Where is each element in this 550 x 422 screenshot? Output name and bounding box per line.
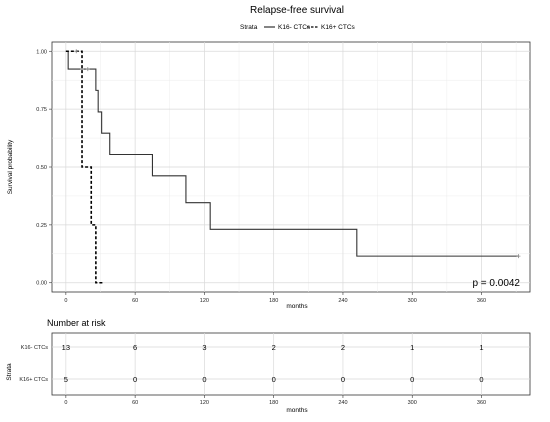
risk-cell-1-4: 0 [341, 375, 345, 384]
risk-table-ylabel: Strata [6, 363, 13, 381]
x-tick-label-1: 60 [132, 298, 138, 304]
y-tick-label-1: 0.25 [36, 223, 47, 229]
x-tick-label-4: 240 [338, 298, 347, 304]
risk-cell-0-1: 6 [133, 343, 137, 352]
x-tick-label-0: 0 [64, 298, 67, 304]
risk-row-label-0: K16- CTCs [21, 345, 48, 351]
risk-cell-1-0: 5 [64, 375, 68, 384]
legend: Strata K16- CTCs K16+ CTCs [240, 24, 356, 31]
risk-cell-0-3: 2 [272, 343, 276, 352]
x-axis-label: months [286, 303, 308, 310]
risk-table-panel [51, 332, 531, 396]
risk-x-tick-label-0: 0 [64, 400, 67, 406]
legend-title: Strata [240, 24, 258, 31]
legend-label-k16-neg: K16- CTCs [278, 24, 311, 31]
y-axis-label: Survival probability [7, 139, 14, 194]
plot-grid [52, 42, 530, 292]
risk-cell-1-6: 0 [479, 375, 483, 384]
risk-table-xlabel: months [286, 407, 308, 414]
p-value-annotation: p = 0.0042 [472, 278, 520, 289]
risk-x-tick-label-3: 180 [269, 400, 278, 406]
y-tick-label-3: 0.75 [36, 107, 47, 113]
risk-cell-1-1: 0 [133, 375, 137, 384]
risk-x-tick-label-5: 300 [408, 400, 417, 406]
y-tick-label-4: 1.00 [36, 49, 47, 55]
y-tick-label-0: 0.00 [36, 281, 47, 287]
x-tick-label-5: 300 [408, 298, 417, 304]
risk-cell-0-2: 3 [202, 343, 206, 352]
risk-cell-1-3: 0 [272, 375, 276, 384]
x-tick-label-3: 180 [269, 298, 278, 304]
risk-x-tick-label-1: 60 [132, 400, 138, 406]
risk-x-tick-label-6: 360 [477, 400, 486, 406]
x-tick-label-2: 120 [200, 298, 209, 304]
censor-mark-0-1 [85, 67, 90, 72]
risk-cell-0-0: 13 [62, 343, 70, 352]
risk-table-grid [52, 333, 530, 395]
risk-x-tick-label-2: 120 [200, 400, 209, 406]
y-tick-label-2: 0.50 [36, 165, 47, 171]
risk-cell-1-5: 0 [410, 375, 414, 384]
legend-item-k16-neg: K16- CTCs [264, 24, 311, 31]
censor-mark-1-0 [74, 49, 79, 54]
chart-title: Relapse-free survival [250, 5, 344, 16]
risk-cell-1-2: 0 [202, 375, 206, 384]
risk-table-cells: 13 6 3 2 2 1 1 5 0 0 0 0 0 0 [62, 343, 484, 384]
survival-curves [65, 49, 521, 284]
x-tick-label-6: 360 [477, 298, 486, 304]
censor-mark-0-2 [516, 254, 521, 259]
axis-ticks: 0 60 120 180 240 300 360 0.00 0.25 0.50 0.75 1.00 [36, 49, 486, 304]
risk-cell-0-6: 1 [479, 343, 483, 352]
legend-item-k16-pos: K16+ CTCs [307, 24, 356, 31]
risk-table-title: Number at risk [47, 318, 106, 328]
risk-cell-0-4: 2 [341, 343, 345, 352]
risk-cell-0-5: 1 [410, 343, 414, 352]
legend-label-k16-pos: K16+ CTCs [321, 24, 356, 31]
series-line-0 [65, 50, 519, 257]
risk-x-tick-label-4: 240 [338, 400, 347, 406]
risk-row-label-1: K16+ CTCs [19, 377, 48, 383]
